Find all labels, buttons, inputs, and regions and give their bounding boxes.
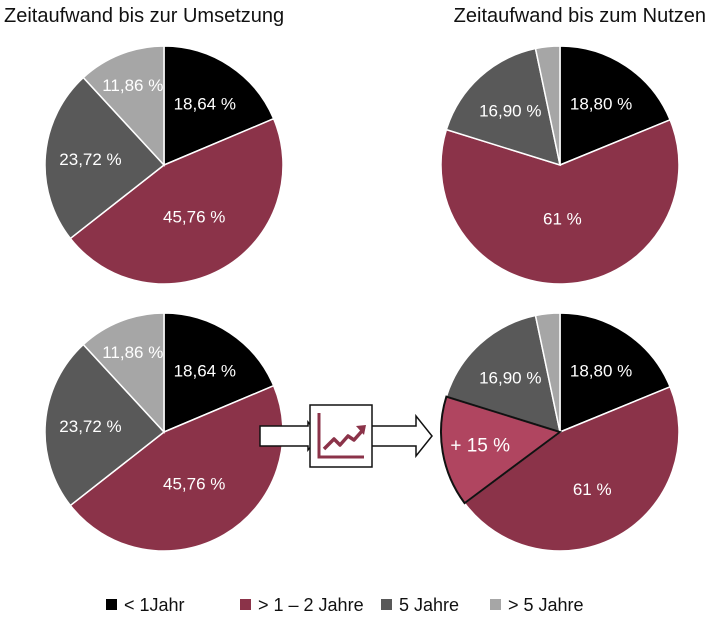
pie-charts: 18,64 %45,76 %23,72 %11,86 %18,80 %61 %1… bbox=[44, 45, 680, 552]
pie-slice bbox=[534, 45, 561, 166]
legend-swatch bbox=[240, 599, 251, 610]
data-label: 11,86 % bbox=[102, 76, 163, 95]
pie-slice bbox=[69, 117, 284, 285]
pie-slice bbox=[163, 312, 275, 434]
data-label: 11,86 % bbox=[102, 343, 163, 362]
legend: < 1Jahr > 1 – 2 Jahre 5 Jahre > 5 Jahre bbox=[106, 595, 584, 615]
title-right: Zeitaufwand bis zum Nutzen bbox=[454, 5, 706, 27]
pie-slice bbox=[440, 118, 680, 285]
pie-slice bbox=[163, 45, 275, 167]
pie-slice bbox=[44, 76, 166, 240]
pie-chart-4: 18,80 % 61 % + 15 % 16,90 % bbox=[440, 312, 680, 552]
pie-slice bbox=[82, 45, 165, 167]
pie-slice bbox=[82, 312, 165, 434]
data-label: 16,90 % bbox=[479, 368, 541, 387]
pie-chart-2: 18,80 % 61 % 16,90 % bbox=[440, 45, 680, 285]
pie-slice bbox=[559, 312, 672, 434]
legend-swatch bbox=[490, 599, 501, 610]
legend-label: > 5 Jahre bbox=[508, 595, 584, 615]
data-label: 61 % bbox=[543, 210, 582, 229]
data-label: 16,90 % bbox=[479, 101, 541, 120]
pie-slice bbox=[445, 314, 561, 434]
transition-graphic bbox=[259, 404, 433, 468]
legend-label: > 1 – 2 Jahre bbox=[258, 595, 364, 615]
trend-chart-icon bbox=[309, 404, 373, 468]
legend-label: 5 Jahre bbox=[399, 595, 459, 615]
pie-slice bbox=[463, 385, 680, 552]
data-label: 61 % bbox=[573, 480, 612, 499]
pie-slice bbox=[445, 47, 561, 167]
data-label: 45,76 % bbox=[163, 207, 225, 226]
data-label: 18,64 % bbox=[174, 362, 236, 381]
legend-swatch bbox=[381, 599, 392, 610]
data-label: 18,80 % bbox=[570, 362, 632, 381]
arrow-right bbox=[369, 413, 433, 459]
pie-slice bbox=[44, 343, 166, 507]
data-label: 23,72 % bbox=[59, 417, 121, 436]
pie-slice-highlight-outline bbox=[440, 395, 563, 505]
pie-slice bbox=[534, 312, 561, 433]
legend-item: < 1Jahr bbox=[106, 595, 185, 615]
legend-item: > 1 – 2 Jahre bbox=[240, 595, 364, 615]
pie-chart-1: 18,64 % 45,76 % 23,72 % 11,86 % bbox=[44, 45, 284, 285]
legend-swatch bbox=[106, 599, 117, 610]
data-label: 23,72 % bbox=[59, 150, 121, 169]
data-label: 18,80 % bbox=[570, 95, 632, 114]
data-label: 45,76 % bbox=[163, 474, 225, 493]
legend-item: > 5 Jahre bbox=[490, 595, 584, 615]
pie-slice bbox=[559, 45, 672, 167]
legend-item: 5 Jahre bbox=[381, 595, 459, 615]
data-label: + 15 % bbox=[450, 436, 510, 457]
title-left: Zeitaufwand bis zur Umsetzung bbox=[4, 5, 284, 27]
data-label: 18,64 % bbox=[174, 95, 236, 114]
legend-label: < 1Jahr bbox=[124, 595, 185, 615]
pie-chart-3: 18,64 % 45,76 % 23,72 % 11,86 % bbox=[44, 312, 284, 552]
